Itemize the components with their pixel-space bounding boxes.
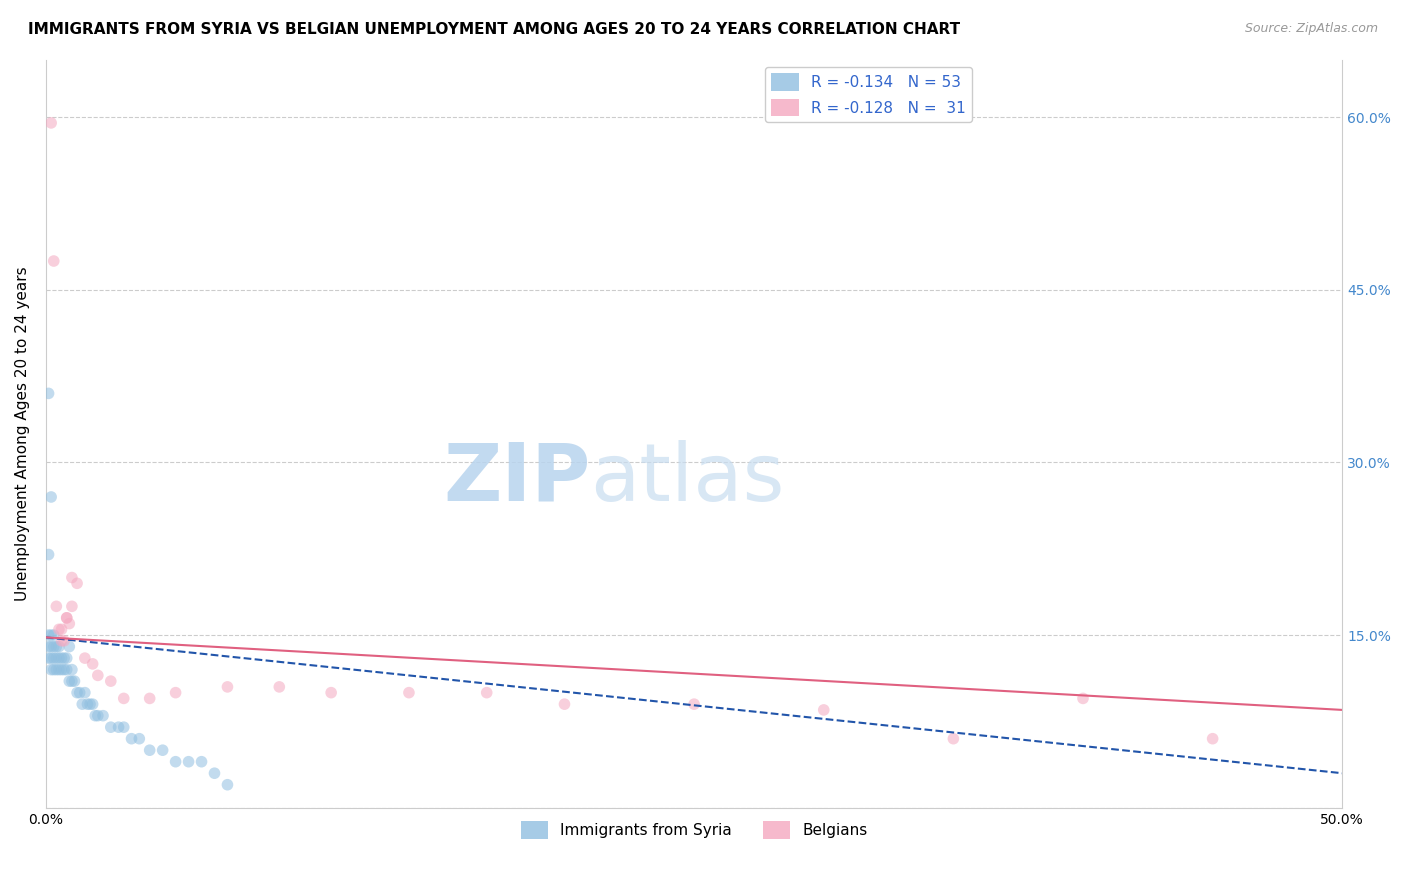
Point [39,651,62,665]
Point [51,633,73,648]
Point [39,628,62,642]
Point [63,674,86,689]
Point [217,778,239,792]
Point [138,743,160,757]
Point [58,616,80,631]
Point [38,386,60,401]
Point [58,674,80,689]
Text: atlas: atlas [591,440,785,517]
Point [42,651,65,665]
Point [107,720,129,734]
Text: Source: ZipAtlas.com: Source: ZipAtlas.com [1244,22,1378,36]
Point [45,663,67,677]
Point [39,116,62,130]
Point [42,628,65,642]
Point [82,657,104,671]
Point [91,708,114,723]
Point [55,663,77,677]
Point [321,686,343,700]
Point [66,576,89,591]
Point [39,663,62,677]
Point [84,708,107,723]
Point [55,651,77,665]
Point [73,651,96,665]
Point [55,611,77,625]
Point [69,686,91,700]
Point [82,697,104,711]
Point [112,720,135,734]
Point [45,599,67,614]
Point [39,640,62,654]
Point [553,697,575,711]
Point [100,674,122,689]
Point [165,755,187,769]
Point [51,623,73,637]
Point [45,651,67,665]
Point [60,663,83,677]
Point [79,697,101,711]
Point [475,686,498,700]
Point [48,623,70,637]
Point [42,640,65,654]
Point [217,680,239,694]
Legend: Immigrants from Syria, Belgians: Immigrants from Syria, Belgians [515,815,873,845]
Point [152,743,174,757]
Point [72,697,94,711]
Point [121,731,143,746]
Point [38,628,60,642]
Point [58,640,80,654]
Point [38,651,60,665]
Point [1201,731,1223,746]
Point [269,680,291,694]
Point [100,720,122,734]
Point [38,640,60,654]
Point [177,755,200,769]
Point [51,651,73,665]
Point [38,548,60,562]
Point [48,640,70,654]
Point [190,755,212,769]
Point [53,633,76,648]
Point [48,651,70,665]
Point [128,731,150,746]
Point [48,663,70,677]
Point [165,686,187,700]
Point [112,691,135,706]
Point [55,611,77,625]
Point [53,663,76,677]
Point [60,570,83,584]
Point [76,697,98,711]
Point [73,686,96,700]
Point [42,663,65,677]
Point [60,599,83,614]
Point [51,663,73,677]
Point [87,708,110,723]
Point [45,640,67,654]
Point [1071,691,1094,706]
Point [60,674,83,689]
Text: ZIP: ZIP [443,440,591,517]
Point [204,766,226,780]
Point [42,254,65,268]
Point [942,731,965,746]
Y-axis label: Unemployment Among Ages 20 to 24 years: Unemployment Among Ages 20 to 24 years [15,267,30,601]
Point [813,703,835,717]
Point [66,686,89,700]
Point [87,668,110,682]
Point [683,697,706,711]
Point [398,686,420,700]
Text: IMMIGRANTS FROM SYRIA VS BELGIAN UNEMPLOYMENT AMONG AGES 20 TO 24 YEARS CORRELAT: IMMIGRANTS FROM SYRIA VS BELGIAN UNEMPLO… [28,22,960,37]
Point [138,691,160,706]
Point [53,651,76,665]
Point [39,490,62,504]
